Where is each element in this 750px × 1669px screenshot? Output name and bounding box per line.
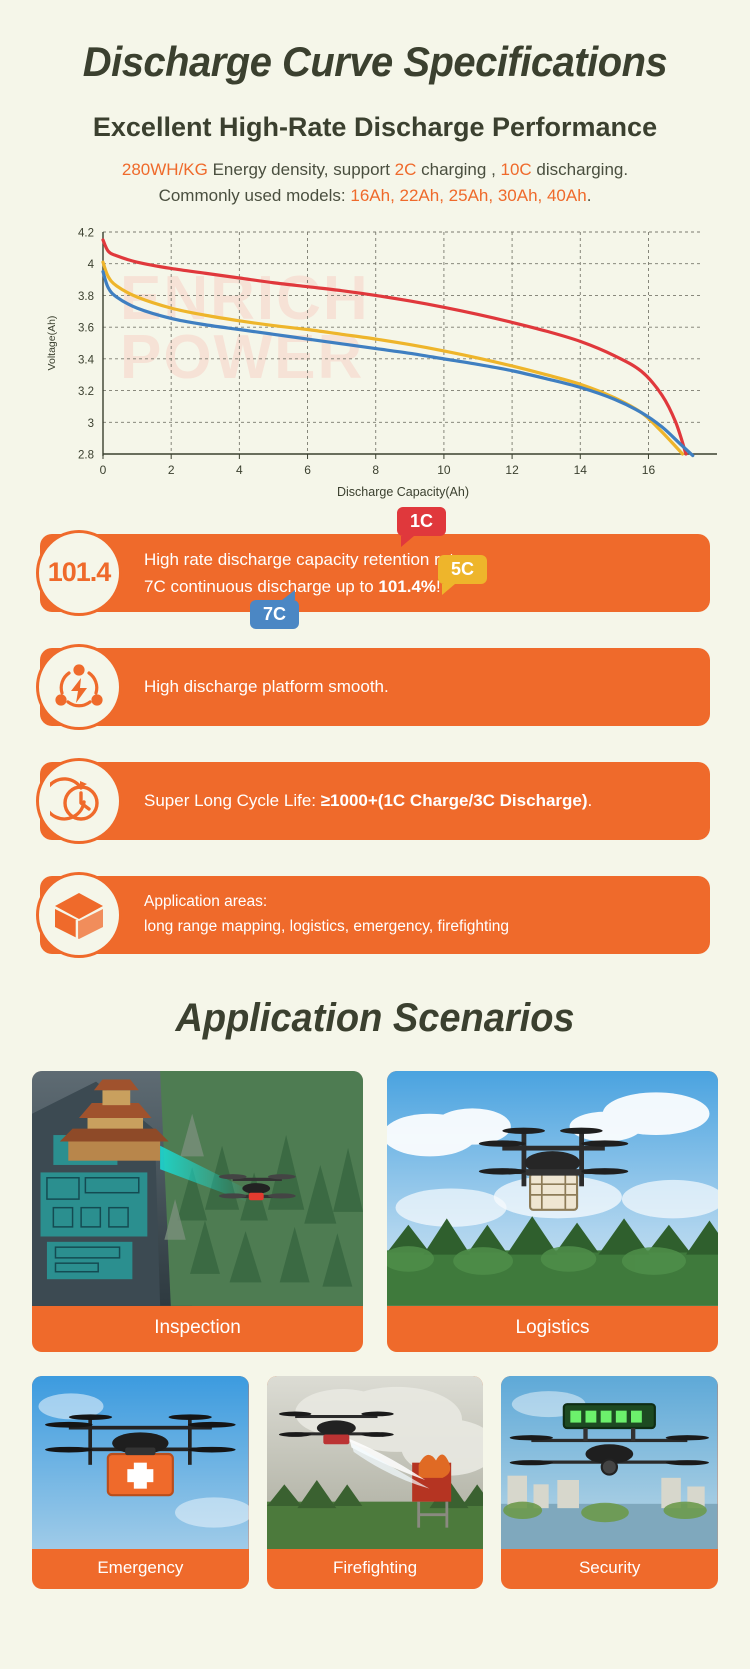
discharge-curve-chart: ENRICH POWER 2.8 3 3.2 3.4 3.6 3.8 4 4.2 0 2 4 6 8 10… — [25, 222, 725, 630]
models-label: Commonly used models: — [158, 186, 351, 206]
feature-line-2-a: 7C continuous discharge up to — [144, 576, 379, 596]
charge-rate-value: 2C — [394, 160, 417, 179]
models-values: 16Ah, 22Ah, 25Ah, 30Ah, 40Ah — [350, 186, 587, 206]
callout-5c: 5C — [438, 554, 488, 595]
page-title: Discharge Curve Specifications — [82, 38, 668, 85]
lead-text-3: discharging. — [531, 160, 629, 179]
svg-text:3.6: 3.6 — [78, 322, 94, 334]
svg-text:0: 0 — [100, 463, 107, 477]
feature-text-retention: High rate discharge capacity retention r… — [144, 546, 486, 600]
feature-row-cycle-life: Super Long Cycle Life: ≥1000+(1C Charge/… — [36, 757, 710, 844]
svg-text:2: 2 — [168, 463, 175, 477]
drone-cliff-temple-inspection-image — [32, 1070, 363, 1306]
box-package-badge — [36, 871, 122, 958]
svg-text:16: 16 — [642, 463, 656, 477]
svg-text:3.8: 3.8 — [78, 291, 94, 303]
drone-surveillance-led-sign-image — [501, 1375, 719, 1549]
page-subtitle: Excellent High-Rate Discharge Performanc… — [92, 112, 658, 142]
svg-text:3.2: 3.2 — [78, 386, 94, 398]
drone-cargo-delivery-image — [387, 1070, 718, 1306]
svg-text:4: 4 — [236, 463, 243, 477]
feature-line-1: Application areas: — [144, 892, 268, 910]
feature-row-application-areas: Application areas: long range mapping, l… — [36, 871, 710, 958]
scenario-caption-emergency: Emergency — [97, 1557, 184, 1577]
scenario-card-security[interactable]: Security — [501, 1375, 719, 1589]
drone-medical-box-image — [32, 1375, 249, 1549]
lightning-network-badge — [36, 643, 122, 730]
svg-text:14: 14 — [574, 463, 588, 477]
scenario-caption-inspection: Inspection — [154, 1316, 241, 1338]
lightning-network-icon — [55, 664, 103, 707]
lead-line-2: Commonly used models: 16Ah, 22Ah, 25Ah, … — [0, 183, 750, 209]
clock-cycle-badge — [36, 757, 122, 844]
feature-line-2-b: 101.4% — [378, 576, 437, 596]
lead-text-2: charging , — [416, 160, 501, 179]
scenario-card-emergency[interactable]: Emergency — [32, 1375, 249, 1589]
drone-glyph — [45, 1413, 236, 1496]
discharge-rate-value: 10C — [500, 160, 532, 179]
svg-text:4.2: 4.2 — [78, 227, 94, 239]
clock-cycle-icon — [50, 776, 99, 821]
feature-line-1: Super Long Cycle Life: ≥1000+(1C Charge/… — [144, 787, 592, 814]
scenario-caption-logistics: Logistics — [515, 1316, 590, 1338]
svg-text:12: 12 — [505, 463, 519, 477]
curve-5c — [101, 260, 685, 456]
svg-text:10: 10 — [437, 463, 451, 477]
scenario-card-logistics[interactable]: Logistics — [387, 1070, 718, 1352]
svg-text:3: 3 — [88, 417, 94, 429]
svg-text:8: 8 — [372, 463, 379, 477]
feature-text-application-areas: Application areas: long range mapping, l… — [144, 890, 527, 940]
box-package-icon — [55, 892, 103, 940]
feature-line-2: long range mapping, logistics, emergency… — [144, 917, 510, 935]
svg-text:Voltage(Ah): Voltage(Ah) — [46, 315, 58, 370]
feature-text-cycle-life: Super Long Cycle Life: ≥1000+(1C Charge/… — [144, 787, 610, 814]
feature-row-platform: High discharge platform smooth. — [36, 643, 710, 730]
svg-text:2.8: 2.8 — [78, 449, 94, 461]
feature-row-retention: 101.4 High rate discharge capacity reten… — [36, 529, 710, 616]
retention-rate-badge: 101.4 — [36, 529, 122, 616]
chart-plot-area: 2.8 3 3.2 3.4 3.6 3.8 4 4.2 0 2 4 6 8 10 12 14 16 Dischar… — [46, 227, 717, 499]
svg-text:Discharge Capacity(Ah): Discharge Capacity(Ah) — [337, 485, 469, 499]
models-period: . — [586, 186, 592, 206]
lead-text-1: Energy density, support — [207, 160, 395, 179]
svg-text:4: 4 — [88, 259, 95, 271]
cycle-life-value: ≥1000+(1C Charge/3C Discharge) — [320, 791, 588, 811]
cycle-life-label: Super Long Cycle Life: — [144, 791, 321, 811]
cycle-life-period: . — [587, 791, 593, 811]
drone-water-spray-fire-image — [266, 1375, 484, 1549]
feature-line-1: High discharge platform smooth. — [144, 677, 389, 697]
scenario-row-top: Inspection — [32, 1070, 718, 1352]
feature-text-platform: High discharge platform smooth. — [144, 673, 407, 700]
energy-density-value: 280WH/KG — [121, 160, 208, 179]
scenario-card-firefighting[interactable]: Firefighting — [266, 1375, 484, 1589]
scenario-row-bottom: Emergency — [32, 1375, 719, 1589]
scenario-card-inspection[interactable]: Inspection — [32, 1070, 363, 1352]
feature-line-2-c: ! — [436, 576, 441, 596]
lead-line-1: 280WH/KG Energy density, support 2C char… — [0, 157, 750, 183]
scenario-caption-firefighting: Firefighting — [332, 1557, 418, 1577]
callout-7c: 7C — [250, 589, 300, 630]
curve-7c — [101, 269, 695, 457]
svg-text:6: 6 — [304, 463, 311, 477]
drone-glyph — [478, 1127, 629, 1211]
feature-line-2: 7C continuous discharge up to 101.4%! — [144, 573, 468, 600]
feature-line-1: High rate discharge capacity retention r… — [144, 549, 469, 569]
svg-text:3.4: 3.4 — [78, 354, 95, 366]
feature-list: 101.4 High rate discharge capacity reten… — [0, 529, 750, 958]
drone-glyph — [278, 1411, 394, 1444]
callout-1c: 1C — [397, 506, 447, 547]
curve-1c — [101, 238, 688, 456]
drone-glyph — [510, 1402, 710, 1476]
lead-paragraph: 280WH/KG Energy density, support 2C char… — [0, 157, 750, 210]
scenario-caption-security: Security — [578, 1557, 641, 1577]
badge-value: 101.4 — [47, 557, 112, 588]
scenarios-title: Application Scenarios — [175, 995, 575, 1040]
drone-glyph — [218, 1173, 296, 1200]
